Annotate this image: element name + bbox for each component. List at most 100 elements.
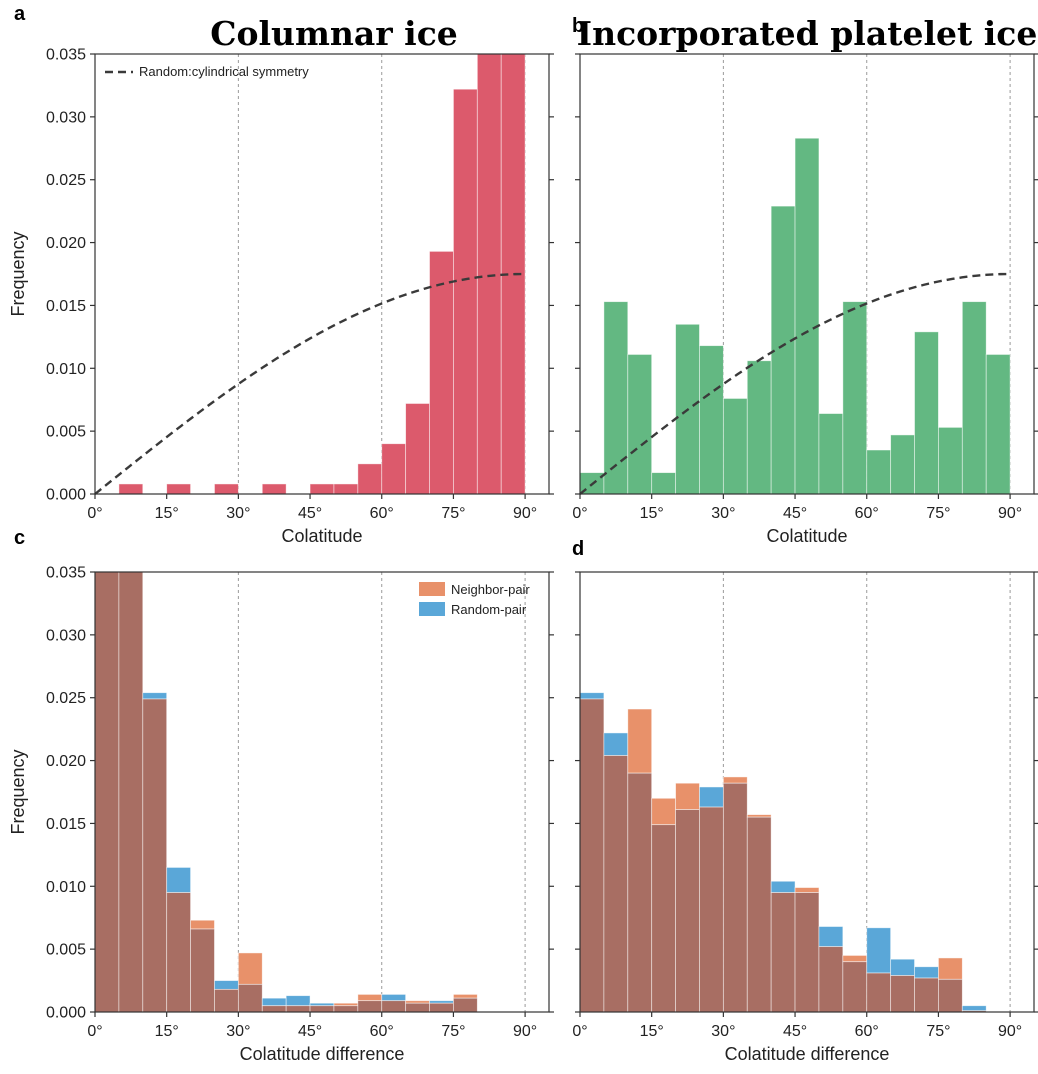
bar (214, 483, 239, 495)
y-axis-label: Frequency (8, 231, 28, 316)
x-tick-label: 60° (855, 1023, 879, 1040)
x-tick-label: 30° (711, 1023, 735, 1040)
reference-curve (579, 272, 1011, 495)
bar (722, 398, 748, 495)
x-tick-label: 75° (926, 505, 950, 522)
bar-excess (866, 927, 892, 974)
bar-overlap (214, 988, 239, 1013)
bar-excess (651, 797, 676, 826)
bar-overlap (794, 892, 820, 1013)
x-tick-label: 45° (783, 1023, 807, 1040)
bar-overlap (866, 972, 892, 1013)
y-tick-label: 0.020 (46, 235, 86, 252)
bar (818, 413, 844, 495)
bar-excess (214, 980, 239, 990)
bar-excess (381, 994, 407, 1002)
x-axis-label: Colatitude difference (240, 1044, 405, 1064)
y-tick-label: 0.000 (46, 487, 86, 504)
x-axis-label: Colatitude (281, 526, 362, 546)
panel-a: 0.000 0.005 0.010 0.015 0.020 0.025 0.030 0.035… (8, 3, 554, 546)
bar-overlap (675, 809, 700, 1013)
x-axis-label: Colatitude difference (725, 1044, 890, 1064)
x-axis-label: Colatitude (766, 526, 847, 546)
bar (118, 483, 144, 495)
bar-excess (699, 786, 724, 808)
bar-overlap (938, 978, 963, 1013)
y-tick-label: 0.010 (46, 361, 86, 378)
y-tick-label: 0.000 (46, 1005, 86, 1022)
bar-overlap (381, 1000, 407, 1013)
bar-overlap (603, 755, 629, 1013)
panel-letter: c (14, 527, 25, 549)
bar-overlap (357, 1000, 383, 1013)
x-tick-label: 75° (441, 1023, 465, 1040)
y-axis-label: Frequency (8, 749, 28, 834)
bar (794, 137, 820, 495)
y-tick-label: 0.035 (46, 47, 86, 64)
bar (985, 354, 1011, 495)
bar-overlap (770, 892, 796, 1013)
bar-excess (794, 887, 820, 893)
plot-frame (94, 571, 550, 1013)
y-tick-label: 0.030 (46, 109, 86, 126)
x-tick-label: 45° (783, 505, 807, 522)
bar (429, 250, 454, 495)
plot-frame (94, 53, 550, 495)
legend-label: Random-pair (451, 602, 527, 617)
bar (333, 483, 359, 495)
bar-excess (261, 997, 287, 1007)
y-tick-label: 0.010 (46, 879, 86, 896)
y-tick-label: 0.005 (46, 942, 86, 959)
bar-excess (357, 994, 383, 1002)
bar-excess (166, 867, 191, 893)
bar (746, 360, 772, 495)
plot-frame (579, 53, 1035, 495)
panel-title: Incorporated platelet ice (577, 14, 1038, 53)
bar-overlap (429, 1002, 454, 1013)
panel-letter: a (14, 3, 26, 25)
legend-label: Random:cylindrical symmetry (139, 64, 309, 79)
bar-excess (237, 952, 263, 985)
y-tick-label: 0.025 (46, 690, 86, 707)
bar-excess (914, 966, 939, 979)
x-tick-label: 90° (513, 505, 537, 522)
bar-excess (890, 958, 915, 976)
bar-excess (675, 782, 700, 811)
x-tick-label: 30° (226, 1023, 250, 1040)
x-tick-label: 15° (155, 505, 179, 522)
x-tick-label: 60° (370, 505, 394, 522)
y-tick-label: 0.035 (46, 565, 86, 582)
bar-overlap (722, 782, 748, 1013)
y-tick-label: 0.020 (46, 753, 86, 770)
x-tick-label: 45° (298, 505, 322, 522)
x-tick-label: 30° (226, 505, 250, 522)
plot-frame (579, 571, 1035, 1013)
bar (357, 463, 383, 495)
bar-overlap (627, 772, 653, 1013)
bar-overlap (94, 571, 120, 1013)
bar-overlap (746, 816, 772, 1013)
panel-letter: b (572, 15, 584, 37)
x-tick-label: 60° (855, 505, 879, 522)
x-tick-label: 75° (926, 1023, 950, 1040)
panel-title: Columnar ice (210, 14, 458, 53)
legend-swatch (419, 582, 445, 596)
bar (866, 449, 892, 495)
bar-overlap (237, 983, 263, 1013)
bar-excess (818, 926, 844, 948)
bar (890, 434, 915, 495)
bar (699, 345, 724, 495)
bar-overlap (453, 997, 478, 1013)
legend-swatch (419, 602, 445, 616)
bar-overlap (118, 571, 144, 1013)
bar-overlap (818, 946, 844, 1013)
bar-overlap (651, 824, 676, 1013)
bar (914, 331, 939, 495)
bar-excess (627, 708, 653, 774)
bar (453, 88, 478, 495)
y-tick-label: 0.025 (46, 172, 86, 189)
bar-excess (190, 919, 215, 930)
bar-excess (453, 994, 478, 999)
bar-excess (938, 957, 963, 980)
